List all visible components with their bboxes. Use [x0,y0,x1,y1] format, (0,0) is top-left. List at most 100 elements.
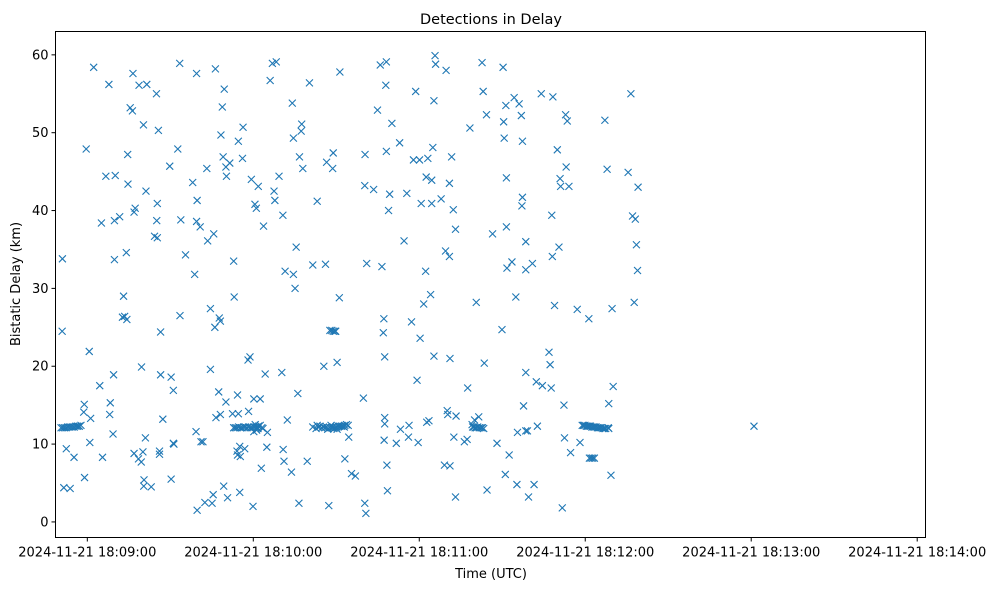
detection-point [280,457,288,466]
detection-point [524,493,533,501]
detection-point [413,376,421,385]
detection-point [502,173,511,182]
detection-point [382,57,391,66]
detection-point [140,476,148,484]
detection-point [510,93,519,102]
detection-point [416,334,424,343]
detection-point [466,124,474,132]
detection-point [548,93,557,101]
detection-point [58,327,67,336]
detection-point [411,87,420,96]
detection-point [588,454,597,462]
detection-point [378,262,386,271]
detection-point [175,59,184,68]
detection-point [270,196,279,205]
detection-point [437,194,446,203]
detection-point [383,486,392,495]
detection-point [109,430,117,438]
detection-point [236,452,245,461]
detection-point [380,419,389,428]
detection-point [135,81,143,90]
detection-point [335,68,344,76]
detection-point [518,137,527,146]
detection-point [446,461,454,470]
detection-point [75,422,84,431]
detection-point [417,199,426,208]
detection-point [395,138,404,147]
detection-point [383,461,391,469]
detection-point [537,89,546,98]
detection-point [292,243,301,252]
detection-point [279,211,287,220]
detection-point [275,172,283,181]
detection-point [502,223,511,231]
detection-point [499,117,508,126]
detection-point [558,504,567,512]
detection-point [291,284,299,293]
detection-point [192,427,200,436]
detection-point [538,381,547,390]
detection-point [483,486,491,494]
detection-point [517,111,526,120]
detection-point [463,384,472,392]
detection-point [225,159,234,167]
detection-point [196,223,205,231]
detection-point [608,304,616,313]
detection-point [553,145,562,154]
detection-point [604,399,613,408]
detection-point [142,187,150,195]
detection-point [493,439,501,448]
detection-point [256,395,265,403]
detection-point [634,183,642,192]
detection-point [244,407,253,416]
detection-point [277,368,286,377]
detection-point [521,368,530,377]
detection-point [361,509,370,518]
detection-point [376,61,385,69]
detection-point [197,437,205,446]
detection-point [79,408,88,417]
detection-point [62,444,71,453]
detection-point [305,78,314,87]
detection-point [289,270,298,279]
detection-markers [57,51,758,518]
detection-point [239,123,247,132]
detection-point [505,451,514,459]
detection-point [430,352,438,361]
detection-point [479,424,488,433]
detection-point [385,190,394,199]
detection-point [139,121,148,129]
detection-point [431,51,439,60]
detection-point [154,126,163,135]
detection-point [137,363,146,371]
detection-point [379,328,388,337]
y-tick-label: 60 [32,48,49,63]
detection-point [576,438,584,447]
detection-point [422,173,431,181]
detection-point [547,211,556,220]
detection-point [488,230,497,238]
detection-point [405,421,413,430]
detection-point [206,304,215,313]
detection-point [219,152,228,161]
detection-point [382,147,391,156]
detection-point [521,426,530,435]
detection-point [478,58,486,67]
detection-point [247,175,256,184]
detection-point [95,381,104,390]
detection-point [556,182,565,191]
detection-point [229,257,238,266]
detection-point [86,414,95,423]
detection-point [209,230,218,238]
detection-point [322,158,331,167]
detection-point [115,212,124,221]
detection-point [176,215,185,224]
detection-point [445,179,454,188]
detection-point [329,149,338,157]
detection-point [321,260,330,269]
detection-point [427,199,436,208]
detection-point [176,311,184,320]
detection-point [259,222,268,231]
detection-point [523,426,532,435]
